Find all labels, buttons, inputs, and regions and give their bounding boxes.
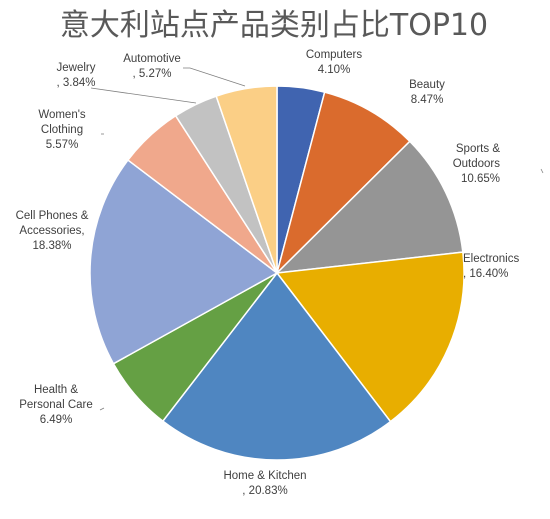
data-label-sports-outdoors: Sports & Outdoors 10.65% (453, 143, 501, 185)
data-label-home-kitchen: Home & Kitchen, 20.83% (223, 470, 306, 497)
data-label-computers: Computers 4.10% (306, 49, 362, 76)
pie-slice-electronics (275, 251, 465, 423)
chart-title: 意大利站点产品类别占比TOP10 (60, 8, 488, 43)
data-label-electronics: Electronics, 16.40% (463, 253, 519, 280)
pie-slice-automotive (215, 85, 278, 274)
pie-slices (89, 85, 465, 461)
leader-line (99, 407, 105, 411)
data-label-jewelry: Jewelry, 3.84% (57, 62, 96, 89)
data-label-automotive: Automotive, 5.27% (123, 53, 181, 80)
pie-slice-cell-phones-accessories (89, 159, 279, 365)
data-label-cell-phones-accessories: Cell Phones & Accessories, 18.38% (16, 210, 89, 252)
data-labels: Computers 4.10% Beauty 8.47% Sports & Outdoor… (16, 49, 544, 497)
pie-slice-beauty (275, 91, 411, 276)
data-label-beauty: Beauty 8.47% (409, 79, 445, 106)
leader-line (540, 168, 544, 174)
data-label-women-s-clothing: Women's Clothing 5.57% (38, 109, 86, 151)
data-label-health-personal-care: Health & Personal Care 6.49% (19, 384, 93, 426)
pie-slice-home-kitchen (161, 271, 392, 461)
leader-line (183, 67, 246, 87)
leader-line (90, 87, 197, 104)
pie-slice-sports-outdoors (274, 140, 464, 274)
